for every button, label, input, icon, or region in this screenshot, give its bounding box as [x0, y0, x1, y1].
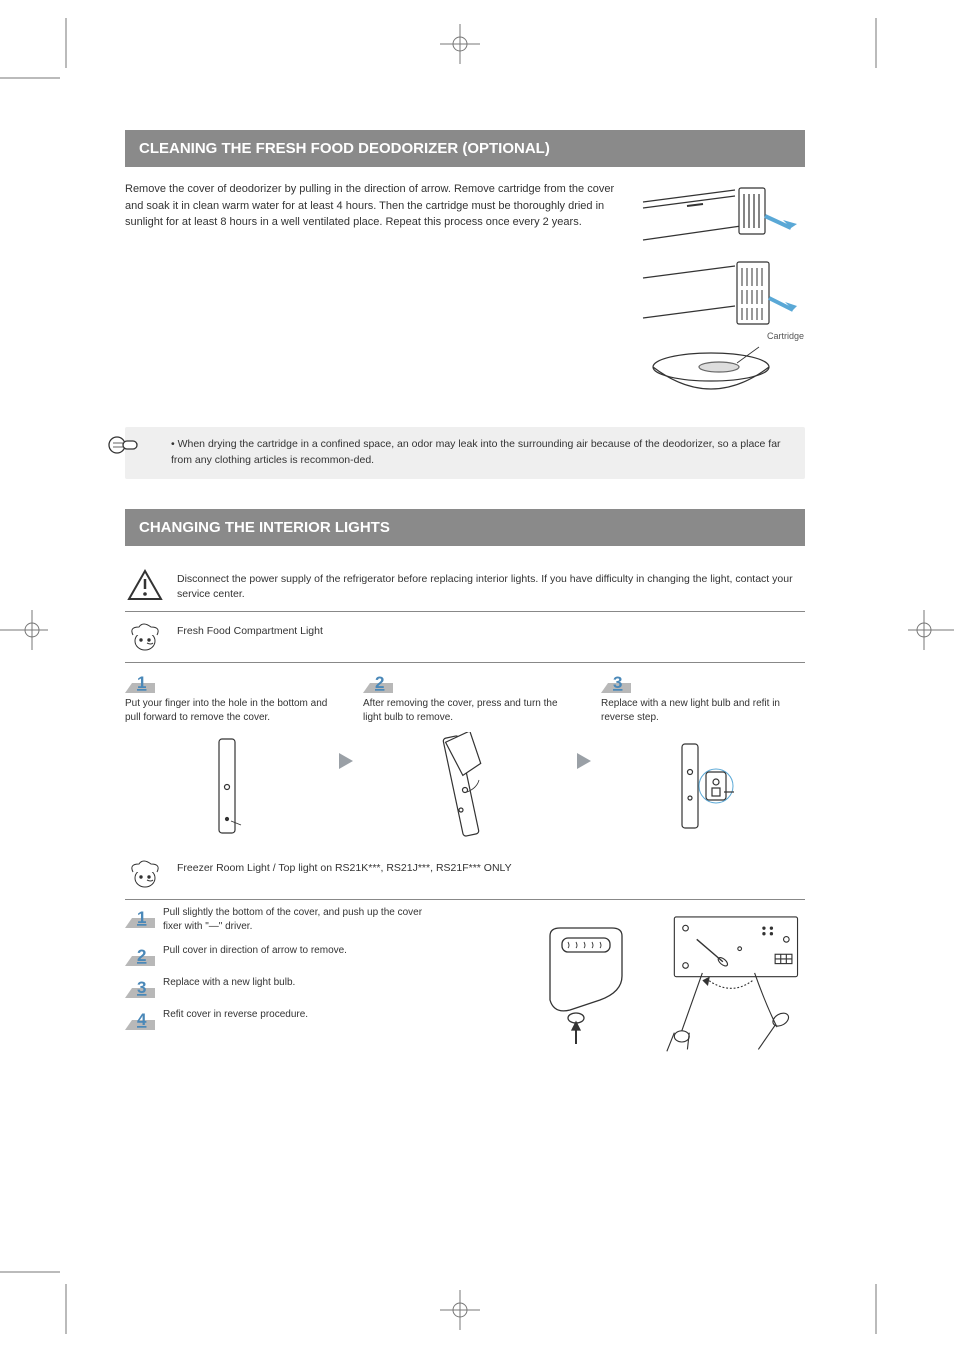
- section1-title: CLEANING THE FRESH FOOD DEODORIZER (OPTI…: [125, 130, 805, 167]
- caution-text: Disconnect the power supply of the refri…: [177, 568, 805, 604]
- vstep-3: 3 Replace with a new light bulb.: [125, 976, 435, 998]
- fig-deodorizer-front: [640, 259, 800, 331]
- freezer-cover-fig: [515, 906, 655, 1066]
- section1-paragraph: Remove the cover of deodorizer by pullin…: [125, 181, 621, 409]
- svg-text:1: 1: [137, 908, 146, 927]
- note-text: • When drying the cartridge in a confine…: [171, 438, 781, 466]
- arrow-icon: [573, 751, 595, 771]
- step-number-1: 1: [125, 671, 155, 693]
- fig-deodorizer-top: [640, 181, 800, 253]
- chef-icon: [125, 857, 165, 891]
- hand-point-icon: [107, 433, 141, 457]
- step-number-3: 3: [601, 671, 631, 693]
- step2-fig: [363, 737, 567, 837]
- step3-text: Replace with a new light bulb and refit …: [601, 697, 805, 725]
- svg-text:2: 2: [375, 673, 384, 692]
- horizontal-steps: 1 Put your finger into the hole in the b…: [125, 671, 805, 837]
- freezer-panel-fig: [665, 906, 805, 1066]
- step-2: 2 After removing the cover, press and tu…: [363, 671, 567, 837]
- fig-bowl: Cartridge: [640, 337, 800, 409]
- cartridge-label: Cartridge: [767, 331, 804, 341]
- section1-body: Remove the cover of deodorizer by pullin…: [125, 181, 805, 409]
- step-number-4: 4: [125, 1008, 155, 1030]
- step-number-3: 3: [125, 976, 155, 998]
- arrow-icon: [335, 751, 357, 771]
- vstep-2: 2 Pull cover in direction of arrow to re…: [125, 944, 435, 966]
- note-box: • When drying the cartridge in a confine…: [125, 427, 805, 479]
- step2-text: After removing the cover, press and turn…: [363, 697, 567, 725]
- step3-fig: [601, 737, 805, 837]
- section2-title: CHANGING THE INTERIOR LIGHTS: [125, 509, 805, 546]
- section1-figures: Cartridge: [635, 181, 805, 409]
- step-3: 3 Replace with a new light bulb and refi…: [601, 671, 805, 837]
- svg-text:1: 1: [137, 673, 146, 692]
- tip2-text: Freezer Room Light / Top light on RS21K*…: [177, 857, 805, 877]
- svg-text:2: 2: [137, 946, 146, 965]
- v1-text: Pull slightly the bottom of the cover, a…: [163, 906, 435, 934]
- v3-text: Replace with a new light bulb.: [163, 976, 295, 998]
- vstep-1: 1 Pull slightly the bottom of the cover,…: [125, 906, 435, 934]
- vstep-4: 4 Refit cover in reverse procedure.: [125, 1008, 435, 1030]
- step-number-1: 1: [125, 906, 155, 928]
- svg-text:4: 4: [137, 1010, 147, 1029]
- tip-row-1: Fresh Food Compartment Light: [125, 612, 805, 663]
- chef-icon: [125, 620, 165, 654]
- v4-text: Refit cover in reverse procedure.: [163, 1008, 308, 1030]
- svg-text:3: 3: [613, 673, 622, 692]
- vertical-steps: 1 Pull slightly the bottom of the cover,…: [125, 906, 805, 1066]
- step1-text: Put your finger into the hole in the bot…: [125, 697, 329, 725]
- step-number-2: 2: [363, 671, 393, 693]
- caution-row: Disconnect the power supply of the refri…: [125, 560, 805, 613]
- step-number-2: 2: [125, 944, 155, 966]
- svg-text:3: 3: [137, 978, 146, 997]
- warning-icon: [125, 568, 165, 602]
- step1-fig: [125, 737, 329, 837]
- tip-row-2: Freezer Room Light / Top light on RS21K*…: [125, 849, 805, 900]
- step-1: 1 Put your finger into the hole in the b…: [125, 671, 329, 837]
- tip1-text: Fresh Food Compartment Light: [177, 620, 805, 640]
- v2-text: Pull cover in direction of arrow to remo…: [163, 944, 347, 966]
